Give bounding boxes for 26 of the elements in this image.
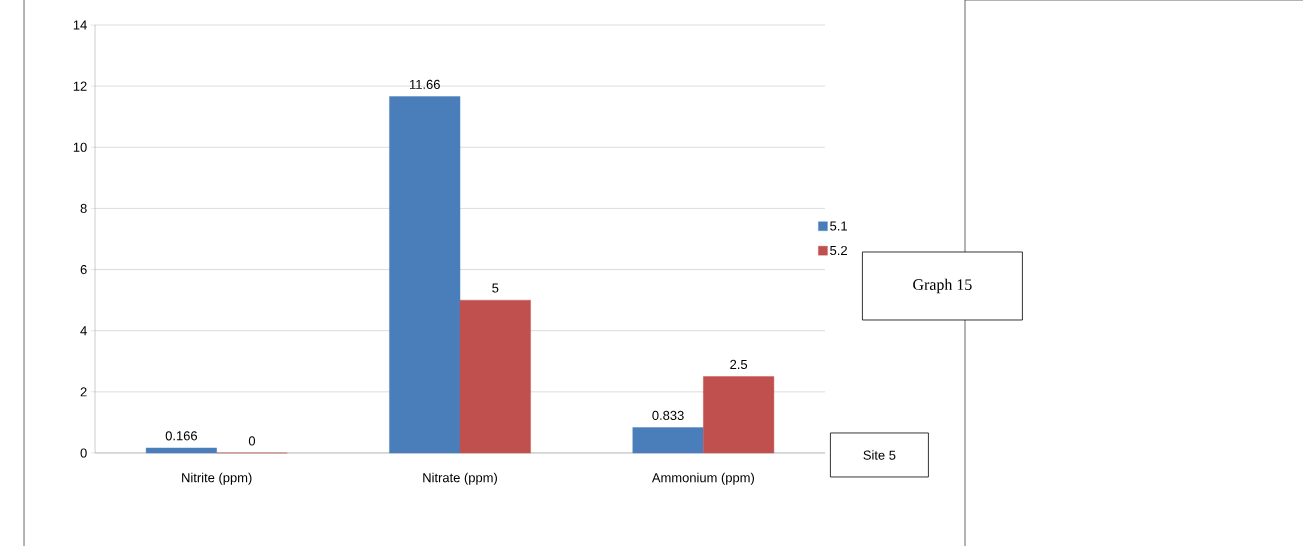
text: Site 5 [863, 450, 896, 460]
legend-label: 5.2 [830, 245, 847, 256]
data-label: 0 [248, 436, 256, 446]
y-tick-label: 10 [73, 142, 87, 152]
bar [632, 427, 704, 454]
data-label: 0.833 [652, 410, 684, 420]
bar [145, 447, 217, 454]
y-tick-label: 4 [80, 326, 87, 336]
y-tick-label: 2 [80, 387, 87, 397]
caption: Graph 15 [913, 278, 972, 294]
bar [389, 96, 461, 454]
x-tick-label: Ammonium (ppm) [651, 472, 754, 485]
x-tick-label: Nitrite (ppm) [182, 472, 252, 485]
y-tick-label: 0 [80, 448, 87, 458]
bar [703, 376, 775, 454]
y-tick-label: 14 [73, 20, 87, 30]
y-tick-label: 8 [80, 203, 87, 213]
data-label: 11.66 [409, 79, 440, 89]
bar [459, 299, 531, 454]
y-tick-label: 6 [80, 264, 87, 275]
y-tick-label: 12 [73, 81, 87, 91]
data-label: 2.5 [730, 359, 748, 370]
x-tick-label: Nitrate (ppm) [423, 472, 497, 485]
data-label: 0.166 [165, 431, 198, 441]
legend-label: 5.1 [830, 221, 847, 231]
data-label: 5 [492, 283, 499, 293]
